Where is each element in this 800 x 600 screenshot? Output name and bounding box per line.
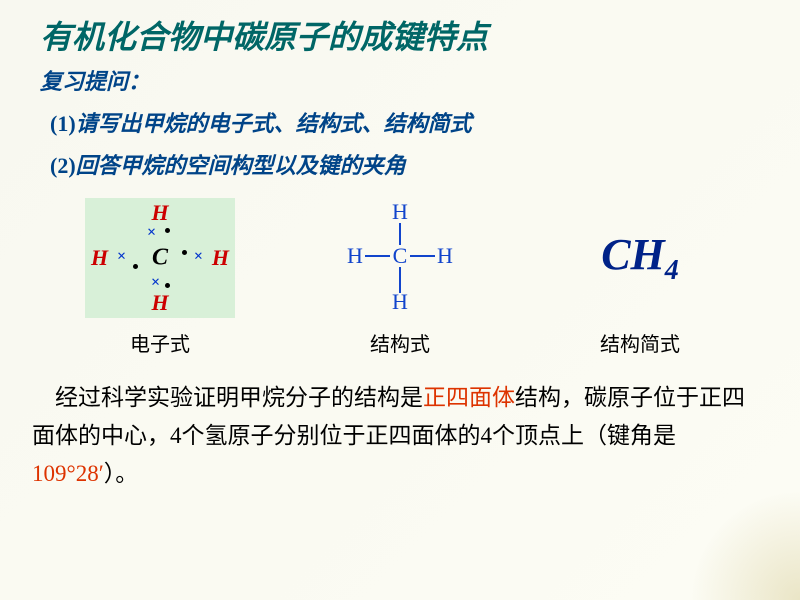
corner-decoration xyxy=(690,490,800,600)
diagrams-row: C H H H H × × × × 电子式 C H H H H xyxy=(0,180,800,357)
electron-h-left: H xyxy=(91,245,108,271)
simple-formula-diagram: CH4 xyxy=(565,198,715,318)
body-highlight-angle: 109°28′ xyxy=(32,461,104,486)
electron-center-c: C xyxy=(152,245,168,272)
struct-center-c: C xyxy=(393,243,408,268)
electron-caption: 电子式 xyxy=(130,328,190,357)
simple-formula-col: CH4 结构简式 xyxy=(565,198,715,357)
question-2: (2)回答甲烷的空间构型以及键的夹角 xyxy=(0,138,800,180)
structural-caption: 结构式 xyxy=(370,328,430,357)
electron-dot-bottom xyxy=(165,283,170,288)
electron-dot-right xyxy=(182,250,187,255)
electron-formula-diagram: C H H H H × × × × xyxy=(85,198,235,318)
review-subtitle: 复习提问： xyxy=(0,58,800,96)
body-highlight-tetrahedron: 正四面体 xyxy=(423,385,515,410)
q1-text: 请写出甲烷的电子式、结构式、结构简式 xyxy=(76,111,472,136)
structural-formula-diagram: C H H H H xyxy=(325,198,475,318)
struct-h-top: H xyxy=(392,203,408,224)
struct-h-left: H xyxy=(347,243,363,268)
question-1: (1)请写出甲烷的电子式、结构式、结构简式 xyxy=(0,96,800,138)
q2-number: (2) xyxy=(50,153,76,178)
electron-dot-left xyxy=(133,264,138,269)
simple-caption: 结构简式 xyxy=(600,328,680,357)
formula-sub-4: 4 xyxy=(665,255,679,286)
q1-number: (1) xyxy=(50,111,76,136)
body-pre1: 经过科学实验证明甲烷分子的结构是 xyxy=(55,385,423,410)
electron-h-right: H xyxy=(212,245,229,271)
electron-x-left: × xyxy=(117,248,126,266)
electron-diagram-col: C H H H H × × × × 电子式 xyxy=(85,198,235,357)
molecular-formula: CH4 xyxy=(601,229,679,287)
body-paragraph: 经过科学实验证明甲烷分子的结构是正四面体结构，碳原子位于正四面体的中心，4个氢原… xyxy=(0,357,800,493)
q2-text: 回答甲烷的空间构型以及键的夹角 xyxy=(76,153,406,178)
body-post: ）。 xyxy=(104,461,139,486)
electron-x-right: × xyxy=(194,248,203,266)
electron-x-top: × xyxy=(147,224,156,242)
page-title: 有机化合物中碳原子的成键特点 xyxy=(0,0,800,58)
struct-h-right: H xyxy=(437,243,453,268)
formula-ch: CH xyxy=(601,230,665,279)
electron-h-bottom: H xyxy=(151,290,168,316)
electron-x-bottom: × xyxy=(151,274,160,292)
structural-diagram-col: C H H H H 结构式 xyxy=(325,198,475,357)
electron-h-top: H xyxy=(151,200,168,226)
electron-dot-top xyxy=(165,228,170,233)
